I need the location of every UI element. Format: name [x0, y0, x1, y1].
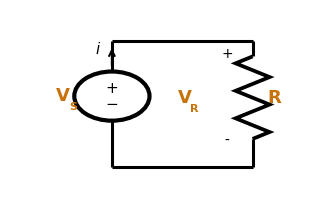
Text: $\mathbf{V}$: $\mathbf{V}$	[177, 89, 192, 107]
Text: −: −	[105, 97, 118, 111]
Text: $\mathbf{R}$: $\mathbf{R}$	[267, 89, 282, 107]
Text: R: R	[190, 104, 199, 114]
Text: +: +	[221, 47, 233, 61]
Text: $\mathbf{V}$: $\mathbf{V}$	[55, 87, 71, 105]
Text: $i$: $i$	[95, 41, 101, 57]
Text: S: S	[69, 102, 77, 112]
Text: -: -	[225, 134, 229, 148]
Text: +: +	[105, 81, 118, 96]
